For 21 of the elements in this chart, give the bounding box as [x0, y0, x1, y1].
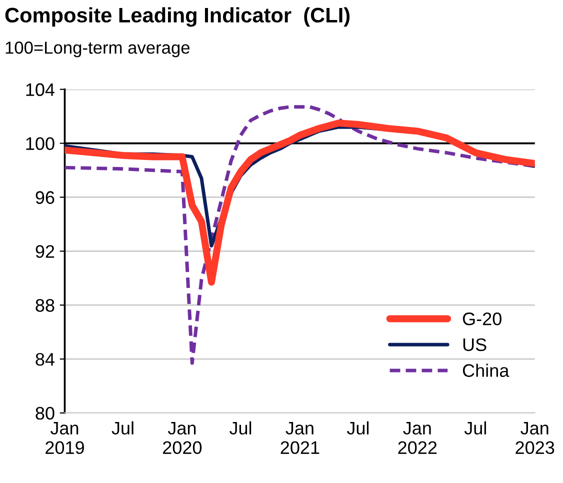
chart-subtitle: 100=Long-term average — [6, 42, 190, 58]
x-tick-label: Jan 2023 — [516, 422, 554, 454]
legend-label: US — [463, 338, 486, 352]
chart-title: Composite Leading Indicator (CLI) — [5, 7, 350, 27]
legend-label: China — [462, 364, 510, 377]
y-tick-label: 88 — [36, 299, 54, 312]
y-tick-label: 92 — [36, 245, 54, 258]
x-tick-label: Jan 2022 — [398, 422, 437, 454]
x-tick-label: Jul — [112, 421, 134, 435]
x-tick-label: Jan 2021 — [280, 422, 320, 454]
y-tick-label: 84 — [36, 352, 54, 366]
y-tick-label: 100 — [26, 137, 54, 150]
y-tick-label: 96 — [36, 191, 54, 204]
x-tick-label: Jul — [229, 421, 252, 435]
x-tick-label: Jul — [346, 421, 369, 435]
y-tick-label: 80 — [36, 406, 54, 420]
x-tick-label: Jan 2020 — [163, 422, 202, 454]
y-tick-label: 104 — [26, 83, 54, 96]
legend-label: G-20 — [462, 312, 502, 326]
x-tick-label: Jul — [464, 421, 486, 435]
x-tick-label: Jan 2019 — [46, 422, 84, 454]
